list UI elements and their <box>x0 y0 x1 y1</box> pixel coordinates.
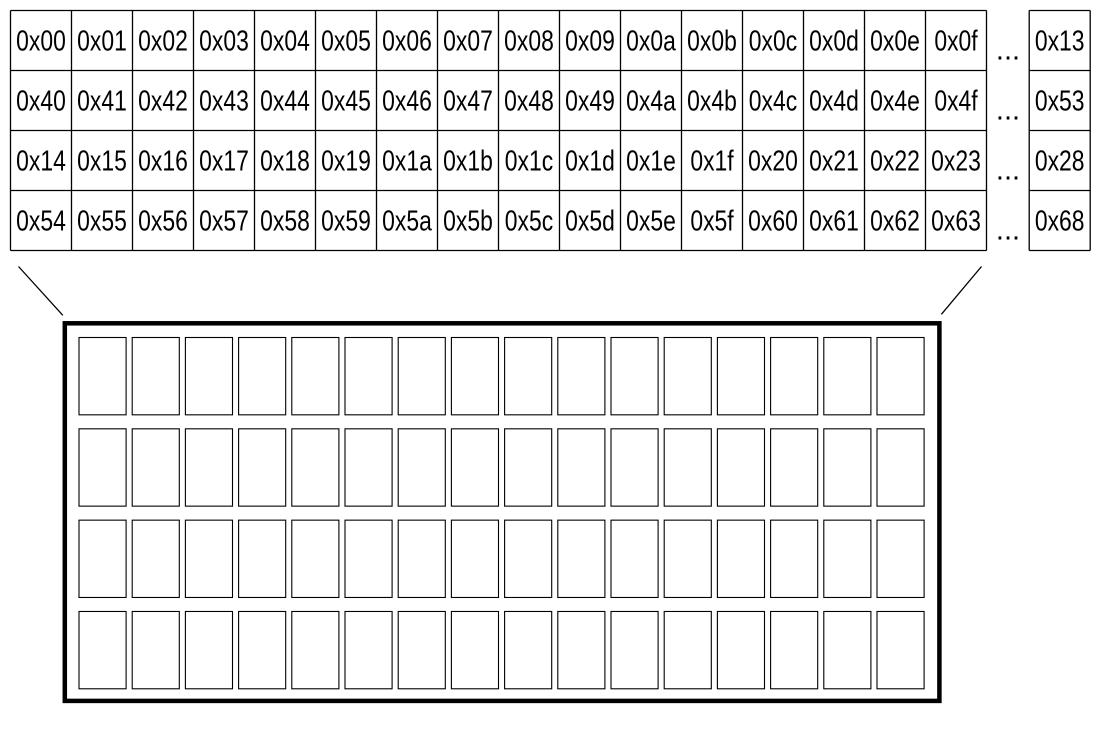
svg-text:0x43: 0x43 <box>199 84 249 117</box>
svg-text:0x40: 0x40 <box>16 84 66 117</box>
svg-text:0x17: 0x17 <box>199 144 249 177</box>
svg-text:0x09: 0x09 <box>565 24 615 57</box>
svg-text:0x68: 0x68 <box>1035 204 1085 237</box>
svg-text:0x56: 0x56 <box>138 204 188 237</box>
svg-text:...: ... <box>996 155 1020 187</box>
svg-text:0x20: 0x20 <box>748 144 798 177</box>
svg-text:0x4c: 0x4c <box>749 84 797 117</box>
svg-text:0x5b: 0x5b <box>443 204 493 237</box>
svg-text:0x5c: 0x5c <box>505 204 553 237</box>
svg-text:0x08: 0x08 <box>504 24 554 57</box>
svg-text:0x5e: 0x5e <box>626 204 676 237</box>
svg-text:0x4b: 0x4b <box>687 84 737 117</box>
svg-text:0x54: 0x54 <box>16 204 66 237</box>
svg-text:0x60: 0x60 <box>748 204 798 237</box>
svg-text:0x06: 0x06 <box>382 24 432 57</box>
svg-text:0x28: 0x28 <box>1035 144 1085 177</box>
svg-text:0x61: 0x61 <box>809 204 859 237</box>
svg-text:0x5d: 0x5d <box>565 204 615 237</box>
svg-text:0x53: 0x53 <box>1035 84 1085 117</box>
svg-text:0x1f: 0x1f <box>690 144 734 177</box>
svg-text:0x1a: 0x1a <box>382 144 432 177</box>
svg-text:0x44: 0x44 <box>260 84 310 117</box>
svg-text:0x05: 0x05 <box>321 24 371 57</box>
svg-text:0x16: 0x16 <box>138 144 188 177</box>
svg-text:0x1e: 0x1e <box>626 144 676 177</box>
svg-text:0x1c: 0x1c <box>505 144 553 177</box>
svg-text:0x46: 0x46 <box>382 84 432 117</box>
svg-text:0x18: 0x18 <box>260 144 310 177</box>
svg-text:0x45: 0x45 <box>321 84 371 117</box>
svg-text:0x0d: 0x0d <box>809 24 859 57</box>
svg-text:0x4f: 0x4f <box>934 84 978 117</box>
svg-text:0x57: 0x57 <box>199 204 249 237</box>
svg-text:0x4e: 0x4e <box>870 84 920 117</box>
svg-text:0x23: 0x23 <box>931 144 981 177</box>
svg-text:0x58: 0x58 <box>260 204 310 237</box>
svg-text:0x1b: 0x1b <box>443 144 493 177</box>
svg-text:0x01: 0x01 <box>77 24 127 57</box>
svg-text:0x42: 0x42 <box>138 84 188 117</box>
svg-text:0x48: 0x48 <box>504 84 554 117</box>
svg-text:0x41: 0x41 <box>77 84 127 117</box>
svg-text:0x02: 0x02 <box>138 24 188 57</box>
svg-text:0x4d: 0x4d <box>809 84 859 117</box>
svg-text:0x0e: 0x0e <box>870 24 920 57</box>
svg-text:0x5a: 0x5a <box>382 204 432 237</box>
svg-text:0x14: 0x14 <box>16 144 66 177</box>
svg-text:0x21: 0x21 <box>809 144 859 177</box>
svg-text:0x07: 0x07 <box>443 24 493 57</box>
svg-text:...: ... <box>996 95 1020 127</box>
svg-text:0x0b: 0x0b <box>687 24 737 57</box>
svg-text:0x59: 0x59 <box>321 204 371 237</box>
svg-text:0x0c: 0x0c <box>749 24 797 57</box>
svg-text:...: ... <box>996 35 1020 67</box>
svg-text:0x47: 0x47 <box>443 84 493 117</box>
svg-text:0x55: 0x55 <box>77 204 127 237</box>
svg-text:0x49: 0x49 <box>565 84 615 117</box>
svg-text:0x15: 0x15 <box>77 144 127 177</box>
svg-text:0x04: 0x04 <box>260 24 310 57</box>
svg-text:0x0a: 0x0a <box>626 24 676 57</box>
svg-text:0x19: 0x19 <box>321 144 371 177</box>
svg-text:0x5f: 0x5f <box>690 204 734 237</box>
svg-text:0x1d: 0x1d <box>565 144 615 177</box>
svg-text:...: ... <box>996 215 1020 247</box>
svg-text:0x4a: 0x4a <box>626 84 676 117</box>
svg-text:0x00: 0x00 <box>16 24 66 57</box>
svg-text:0x03: 0x03 <box>199 24 249 57</box>
svg-text:0x62: 0x62 <box>870 204 920 237</box>
svg-text:0x22: 0x22 <box>870 144 920 177</box>
svg-text:0x13: 0x13 <box>1035 24 1085 57</box>
svg-text:0x63: 0x63 <box>931 204 981 237</box>
svg-text:0x0f: 0x0f <box>934 24 978 57</box>
